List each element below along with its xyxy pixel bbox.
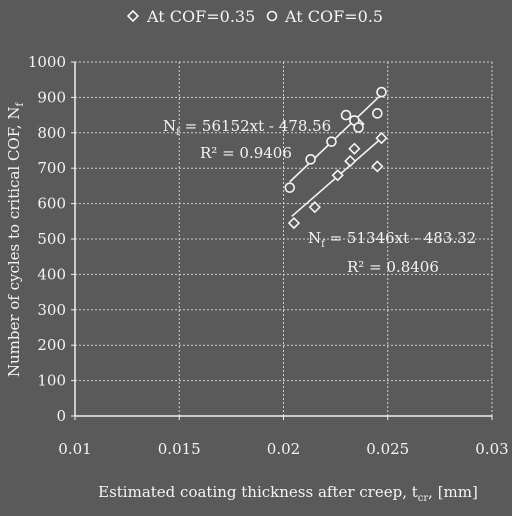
data-point-cof-05 [376, 86, 387, 98]
axes: 0 100 200 300 400 500 600 700 800 900 1000 0.01 0.01… [28, 53, 509, 458]
data-point-cof-035 [344, 154, 357, 168]
y-tick-label: 200 [37, 336, 66, 354]
y-tick-label: 700 [37, 159, 66, 177]
x-tick-label: 0.025 [366, 440, 409, 458]
y-tick-label: 100 [37, 372, 66, 390]
data-point-cof-035 [348, 142, 361, 155]
data-point-cof-05 [353, 122, 364, 133]
legend-item-cof-035: At COF=0.35 [126, 7, 255, 26]
equation-text-cof-035: Nf = 51346xt - 483.32 [308, 229, 476, 250]
equation-text-cof-05: Nf = 56152xt - 478.56 [163, 117, 331, 138]
x-tick-label: 0.02 [267, 440, 300, 458]
data-point-cof-05 [305, 154, 316, 165]
data-point-cof-035 [287, 216, 301, 230]
x-tick-label: 0.01 [58, 440, 91, 458]
y-tick-label: 600 [37, 195, 66, 213]
data-point-cof-035 [308, 201, 321, 214]
legend-diamond-marker [126, 9, 140, 23]
data-point-cof-05 [340, 109, 352, 121]
r2-text-cof-05: R² = 0.9406 [200, 144, 292, 162]
y-tick-label: 500 [37, 230, 66, 248]
data-point-cof-05 [326, 136, 337, 147]
r2-text-cof-035: R² = 0.8406 [347, 258, 439, 276]
legend: At COF=0.35 At COF=0.5 [126, 7, 383, 26]
y-tick-label: 300 [37, 301, 66, 319]
equation-cof-05: Nf = 56152xt - 478.56 R² = 0.9406 [163, 117, 331, 162]
y-axis-title: Number of cycles to critical COF, Nf [5, 102, 26, 378]
data-point-cof-035 [375, 131, 388, 145]
legend-circle-marker [266, 10, 278, 22]
grid [75, 61, 493, 416]
trendline-cof-05 [289, 91, 385, 183]
equation-cof-035: Nf = 51346xt - 483.32 R² = 0.8406 [308, 229, 476, 276]
data-points [284, 86, 388, 230]
y-tick-label: 0 [56, 407, 66, 425]
y-tick-label: 800 [37, 124, 66, 142]
legend-item-cof-05: At COF=0.5 [266, 7, 383, 26]
x-tick-label: 0.015 [158, 440, 201, 458]
legend-label-cof-035: At COF=0.35 [146, 7, 255, 26]
x-axis-title: Estimated coating thickness after creep,… [98, 483, 478, 504]
y-tick-label: 900 [37, 88, 66, 106]
data-point-cof-05 [372, 108, 383, 119]
data-point-cof-035 [371, 160, 384, 173]
x-tick-label: 0.03 [475, 440, 508, 458]
y-tick-label: 400 [37, 265, 66, 283]
y-tick-label: 1000 [28, 53, 66, 71]
data-point-cof-035 [331, 169, 344, 182]
data-point-cof-05 [284, 182, 296, 193]
legend-label-cof-05: At COF=0.5 [284, 7, 383, 26]
